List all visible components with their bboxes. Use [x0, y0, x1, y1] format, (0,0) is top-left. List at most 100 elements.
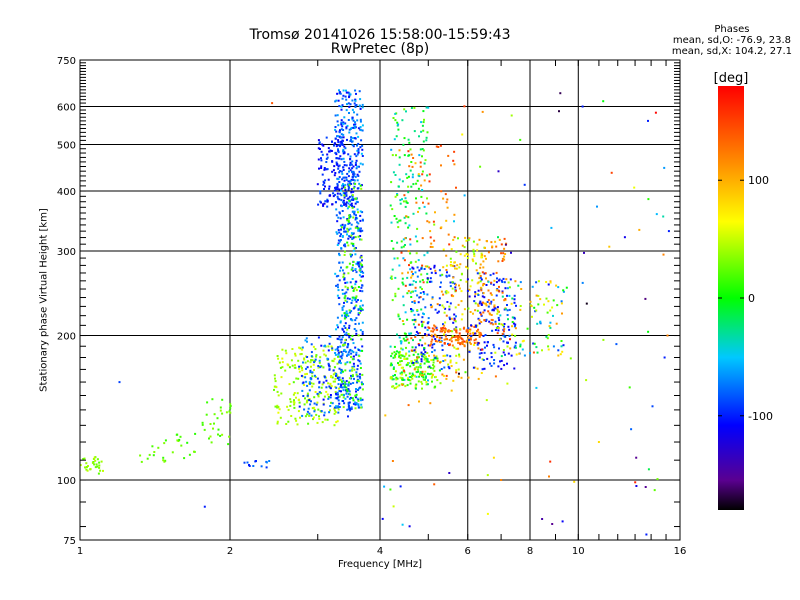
data-point: [392, 247, 395, 250]
data-point: [338, 360, 341, 363]
data-point: [322, 203, 325, 206]
data-point: [349, 281, 352, 284]
data-point: [322, 366, 325, 369]
data-point: [412, 364, 415, 366]
data-point: [333, 165, 336, 168]
data-point: [473, 255, 476, 258]
data-point: [417, 173, 420, 176]
data-point: [391, 385, 394, 388]
scatter-points: [80, 89, 670, 536]
data-point: [561, 350, 564, 353]
data-point: [333, 407, 336, 410]
y-tick-label: 300: [57, 247, 76, 258]
data-point: [475, 269, 478, 272]
data-point: [352, 264, 354, 267]
data-point: [360, 238, 363, 241]
data-point: [352, 187, 355, 190]
data-point: [539, 320, 542, 323]
data-point: [403, 358, 406, 360]
data-point: [424, 355, 427, 358]
data-point: [401, 272, 404, 275]
data-point: [290, 415, 293, 417]
data-point: [409, 238, 412, 241]
data-point: [328, 385, 331, 388]
data-point: [441, 273, 444, 276]
data-point: [325, 168, 328, 171]
data-point: [405, 374, 408, 377]
data-point: [351, 299, 354, 302]
data-point: [630, 428, 633, 431]
data-point: [86, 469, 89, 472]
y-axis-label: Stationary phase Virtual Height [km]: [38, 208, 50, 392]
data-point: [395, 353, 398, 356]
data-point: [426, 277, 429, 280]
data-point: [278, 361, 281, 364]
data-point: [353, 288, 356, 291]
data-point: [448, 472, 451, 474]
data-point: [321, 173, 324, 176]
data-point: [352, 351, 355, 354]
data-point: [555, 322, 558, 325]
data-point: [468, 295, 471, 298]
data-point: [483, 351, 486, 354]
data-point: [350, 232, 353, 235]
data-point: [343, 301, 345, 304]
data-point: [338, 157, 341, 160]
data-point: [550, 226, 553, 229]
data-point: [352, 289, 355, 292]
data-point: [421, 316, 424, 319]
data-point: [453, 317, 456, 320]
data-point: [426, 281, 429, 284]
data-point: [412, 290, 414, 293]
data-point: [306, 356, 309, 358]
data-point: [498, 238, 501, 241]
data-point: [337, 346, 340, 349]
data-point: [80, 464, 82, 467]
data-point: [596, 205, 598, 208]
data-point: [583, 251, 585, 254]
data-point: [331, 349, 334, 351]
data-point: [335, 275, 338, 278]
data-point: [318, 359, 321, 362]
data-point: [394, 195, 397, 198]
data-point: [426, 360, 429, 363]
data-point: [343, 145, 346, 148]
data-point: [294, 352, 297, 355]
data-point: [419, 148, 422, 151]
data-point: [341, 261, 344, 264]
data-point: [337, 216, 340, 219]
data-point: [327, 362, 330, 365]
data-point: [183, 457, 186, 460]
data-point: [424, 306, 427, 309]
data-point: [327, 382, 330, 385]
data-point: [547, 334, 550, 337]
data-point: [507, 325, 510, 328]
data-point: [343, 176, 346, 179]
data-point: [85, 468, 88, 471]
data-point: [340, 351, 343, 353]
data-point: [335, 406, 338, 409]
data-point: [519, 138, 522, 141]
data-point: [292, 393, 295, 396]
data-point: [426, 265, 429, 268]
data-point: [404, 332, 407, 335]
data-point: [529, 300, 532, 303]
data-point: [496, 308, 499, 311]
data-point: [339, 170, 342, 172]
data-point: [275, 386, 278, 389]
data-point: [336, 393, 339, 396]
data-point: [320, 167, 323, 169]
data-point: [326, 199, 329, 202]
data-point: [419, 364, 422, 367]
data-point: [468, 288, 471, 291]
data-point: [434, 356, 437, 359]
data-point: [409, 169, 412, 172]
data-point: [354, 268, 357, 270]
data-point: [338, 105, 341, 108]
data-point: [438, 304, 441, 307]
data-point: [410, 362, 413, 365]
data-point: [462, 358, 465, 361]
data-point: [459, 253, 462, 256]
data-point: [359, 184, 362, 187]
data-point: [336, 220, 339, 223]
